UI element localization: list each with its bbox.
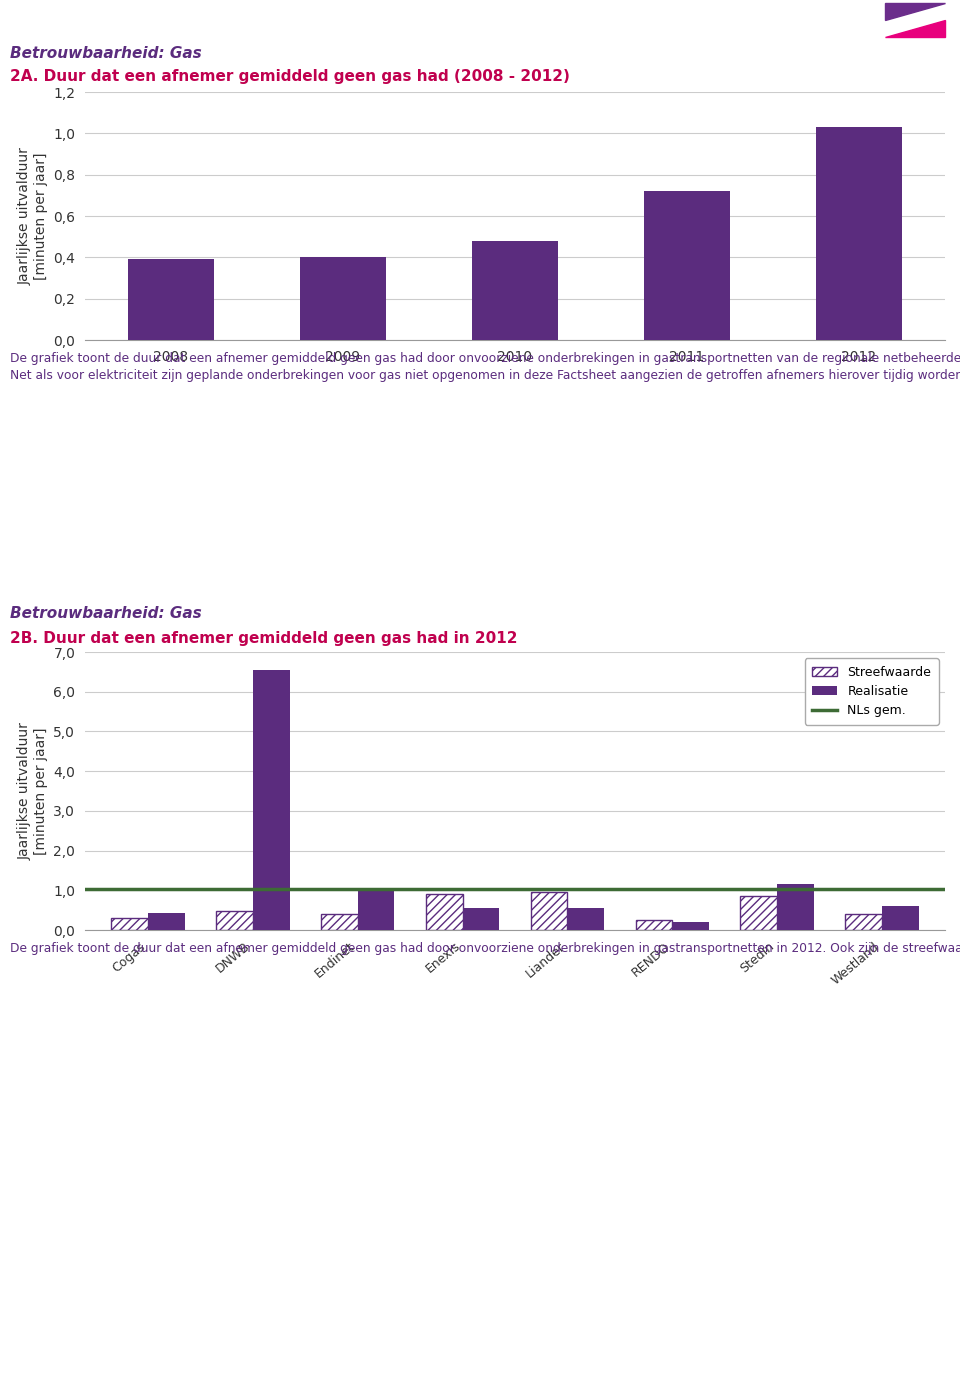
Bar xyxy=(128,259,214,339)
Polygon shape xyxy=(885,3,945,19)
Bar xyxy=(472,240,558,339)
Bar xyxy=(846,914,882,930)
Text: Betrouwbaarheid: Gas: Betrouwbaarheid: Gas xyxy=(10,46,202,61)
Bar xyxy=(252,669,290,930)
Bar xyxy=(778,883,814,930)
Text: De grafiek toont de duur dat een afnemer gemiddeld geen gas had door onvoorziene: De grafiek toont de duur dat een afnemer… xyxy=(10,943,960,955)
Bar xyxy=(300,257,386,339)
Bar xyxy=(567,908,604,930)
Bar xyxy=(882,907,919,930)
Bar xyxy=(426,894,463,930)
Bar xyxy=(740,896,778,930)
Bar xyxy=(636,920,672,930)
Polygon shape xyxy=(885,19,945,37)
Text: Regionale netbeheerders: Regionale netbeheerders xyxy=(230,12,428,28)
Bar xyxy=(531,893,567,930)
Text: De grafiek toont de duur dat een afnemer gemiddeld geen gas had door onvoorziene: De grafiek toont de duur dat een afnemer… xyxy=(10,352,960,382)
Y-axis label: Jaarlijkse uitvalduur
[minuten per jaar]: Jaarlijkse uitvalduur [minuten per jaar] xyxy=(17,722,48,860)
Bar xyxy=(111,918,148,930)
Bar xyxy=(216,911,252,930)
Bar xyxy=(816,127,902,339)
Bar xyxy=(358,891,395,930)
Bar xyxy=(885,3,945,37)
Text: Betrouwbaarheid: Gas: Betrouwbaarheid: Gas xyxy=(10,606,202,621)
Text: Autoriteit Consument & Markt: Autoriteit Consument & Markt xyxy=(635,12,872,28)
Legend: Streefwaarde, Realisatie, NLs gem.: Streefwaarde, Realisatie, NLs gem. xyxy=(804,658,939,724)
Text: Factsheet Kwaliteit 2012: Factsheet Kwaliteit 2012 xyxy=(15,12,210,28)
Text: 2B. Duur dat een afnemer gemiddeld geen gas had in 2012: 2B. Duur dat een afnemer gemiddeld geen … xyxy=(10,631,517,646)
Text: 2A. Duur dat een afnemer gemiddeld geen gas had (2008 - 2012): 2A. Duur dat een afnemer gemiddeld geen … xyxy=(10,69,570,84)
Bar xyxy=(644,192,730,339)
Y-axis label: Jaarlijkse uitvalduur
[minuten per jaar]: Jaarlijkse uitvalduur [minuten per jaar] xyxy=(17,148,48,284)
Bar xyxy=(463,908,499,930)
Bar xyxy=(321,914,358,930)
Bar xyxy=(148,912,184,930)
Bar xyxy=(672,922,709,930)
